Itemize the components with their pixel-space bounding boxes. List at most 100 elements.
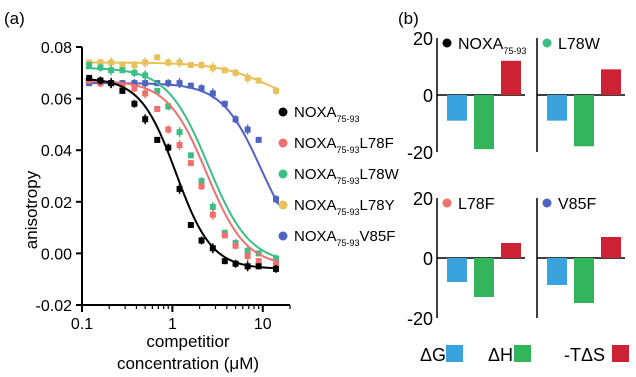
- bar: [547, 258, 567, 285]
- panel-b-ytick-label: -20: [407, 309, 433, 329]
- panel-label-a: (a): [4, 9, 25, 28]
- data-point: [97, 59, 104, 66]
- data-point: [176, 142, 183, 149]
- data-point: [272, 196, 279, 203]
- data-point: [272, 265, 279, 272]
- panel-label-b: (b): [398, 9, 419, 28]
- panel-a-ytick-label: 0.04: [41, 143, 72, 160]
- legend-entry: NOXA75-93L78W: [294, 166, 400, 186]
- data-point: [176, 185, 183, 192]
- data-point: [142, 90, 149, 97]
- data-point: [232, 260, 239, 267]
- bar: [501, 60, 521, 95]
- data-point: [198, 183, 205, 190]
- legend-subscript: 75-93: [337, 207, 360, 217]
- panel-a-xlabel-line1: competitior: [146, 332, 229, 351]
- legend-name: NOXA: [294, 228, 337, 245]
- panel-a-xtick-label: 10: [254, 316, 272, 333]
- bar: [574, 95, 594, 147]
- data-point: [142, 80, 149, 87]
- subplot-marker: [542, 198, 552, 208]
- legend-marker: [278, 231, 288, 241]
- data-point: [86, 74, 93, 81]
- subplot-marker: [442, 198, 452, 208]
- panel-a-series: [85, 54, 280, 273]
- bar: [447, 258, 467, 282]
- data-point: [272, 260, 279, 267]
- legend-suffix: L78Y: [360, 197, 395, 214]
- subplot-title: V85F: [558, 196, 596, 213]
- data-point: [272, 87, 279, 94]
- data-point: [187, 82, 194, 89]
- data-point: [187, 160, 194, 167]
- subplot-title: NOXA75-93: [458, 36, 526, 56]
- legend-entry: NOXA75-93L78F: [294, 135, 394, 155]
- legend-swatch: [612, 345, 629, 362]
- panel-a-ylabel: anisotropy: [22, 170, 41, 249]
- subplot-marker: [542, 38, 552, 48]
- data-point: [198, 178, 205, 185]
- legend-marker: [278, 200, 288, 210]
- data-point: [131, 80, 138, 87]
- data-point: [165, 126, 172, 133]
- bar: [601, 237, 621, 258]
- data-point: [244, 247, 251, 254]
- subplot-title: L78F: [458, 196, 495, 213]
- legend-swatch: [514, 345, 531, 362]
- legend-category-label: ΔH: [488, 345, 513, 365]
- data-point: [255, 136, 262, 143]
- data-point: [221, 232, 228, 239]
- bar: [501, 243, 521, 258]
- legend-suffix: V85F: [360, 228, 396, 245]
- panel-a-ytick-label: 0.02: [41, 195, 72, 212]
- bar: [474, 95, 494, 150]
- panel-b: 20 0 -20 NOXA75-93 L78W 20 0 -20 L78F V85F: [407, 29, 625, 329]
- series-fit-line: [85, 79, 279, 263]
- legend-entry: NOXA75-93L78Y: [294, 197, 395, 217]
- panel-b-ytick-label: -20: [407, 143, 433, 163]
- legend-name: NOXA: [294, 166, 337, 183]
- panel-b-legend: ΔG ΔH -TΔS: [420, 345, 629, 365]
- bar: [547, 95, 567, 121]
- data-point: [187, 222, 194, 229]
- data-point: [165, 103, 172, 110]
- panel-a-ytick-label: -0.02: [36, 298, 73, 315]
- data-point: [108, 67, 115, 74]
- legend-name: NOXA: [294, 135, 337, 152]
- data-point: [244, 252, 251, 259]
- data-point: [244, 126, 251, 133]
- data-point: [244, 74, 251, 81]
- panel-a-ytick-label: 0.06: [41, 92, 72, 109]
- legend-category-label: -TΔS: [564, 345, 605, 365]
- bar: [574, 258, 594, 303]
- data-point: [198, 85, 205, 92]
- data-point: [176, 80, 183, 87]
- data-point: [176, 59, 183, 66]
- data-point: [142, 116, 149, 123]
- data-point: [187, 62, 194, 69]
- panel-a-xtick-label: 0.1: [71, 316, 93, 333]
- data-point: [131, 85, 138, 92]
- data-point: [221, 100, 228, 107]
- legend-name: NOXA: [294, 104, 337, 121]
- data-point: [198, 62, 205, 69]
- data-point: [232, 69, 239, 76]
- data-point: [221, 258, 228, 265]
- panel-a-legend: NOXA 75-93 NOXA75-93L78F NOXA75-93L78W NOXA7…: [278, 104, 400, 248]
- data-point: [232, 242, 239, 249]
- legend-suffix: L78F: [360, 135, 394, 152]
- subplot-title-sub: 75-93: [503, 46, 526, 56]
- panel-b-ytick-label: 20: [413, 29, 433, 49]
- legend-category-label: ΔG: [420, 345, 446, 365]
- data-point: [209, 90, 216, 97]
- data-point: [198, 237, 205, 244]
- panel-b-ytick-label: 0: [423, 86, 433, 106]
- data-point: [165, 144, 172, 151]
- data-point: [209, 64, 216, 71]
- data-point: [86, 62, 93, 69]
- data-point: [255, 263, 262, 270]
- legend-suffix: L78W: [360, 166, 400, 183]
- data-point: [165, 80, 172, 87]
- legend-marker: [278, 138, 288, 148]
